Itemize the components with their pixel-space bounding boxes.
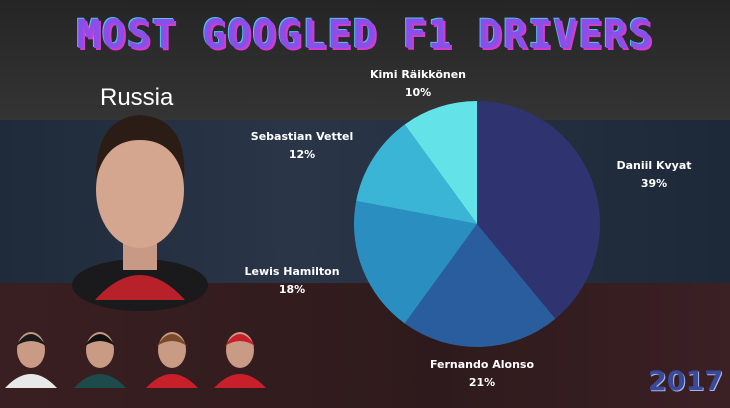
- slice-label-hamilton: Lewis Hamilton 18%: [244, 265, 340, 296]
- pie-slice-daniil-kvyat: [477, 101, 600, 319]
- driver-thumbnail: [214, 332, 266, 388]
- country-label: Russia: [100, 84, 174, 111]
- slice-label-kvyat: Daniil Kvyat 39%: [616, 159, 692, 190]
- slice-label-raikkonen: Kimi Räikkönen 10%: [369, 68, 467, 99]
- driver-thumbnail: [5, 332, 57, 388]
- slice-label-vettel: Sebastian Vettel 12%: [250, 130, 354, 161]
- year-label: 2017: [648, 366, 724, 397]
- pie-slice-kimi-r-ikk-nen: [404, 101, 477, 224]
- main-driver-portrait: [72, 115, 208, 311]
- slice-label-alonso: Fernando Alonso 21%: [429, 358, 535, 389]
- background-gray-band: [0, 0, 730, 120]
- driver-thumbnail: [146, 332, 198, 388]
- pie-slice-fernando-alonso: [404, 224, 556, 347]
- page-title: MOST GOOGLED F1 DRIVERS: [76, 12, 654, 58]
- pie-slice-lewis-hamilton: [354, 200, 477, 324]
- driver-thumbnail: [74, 332, 126, 388]
- pie-slice-sebastian-vettel: [356, 124, 477, 224]
